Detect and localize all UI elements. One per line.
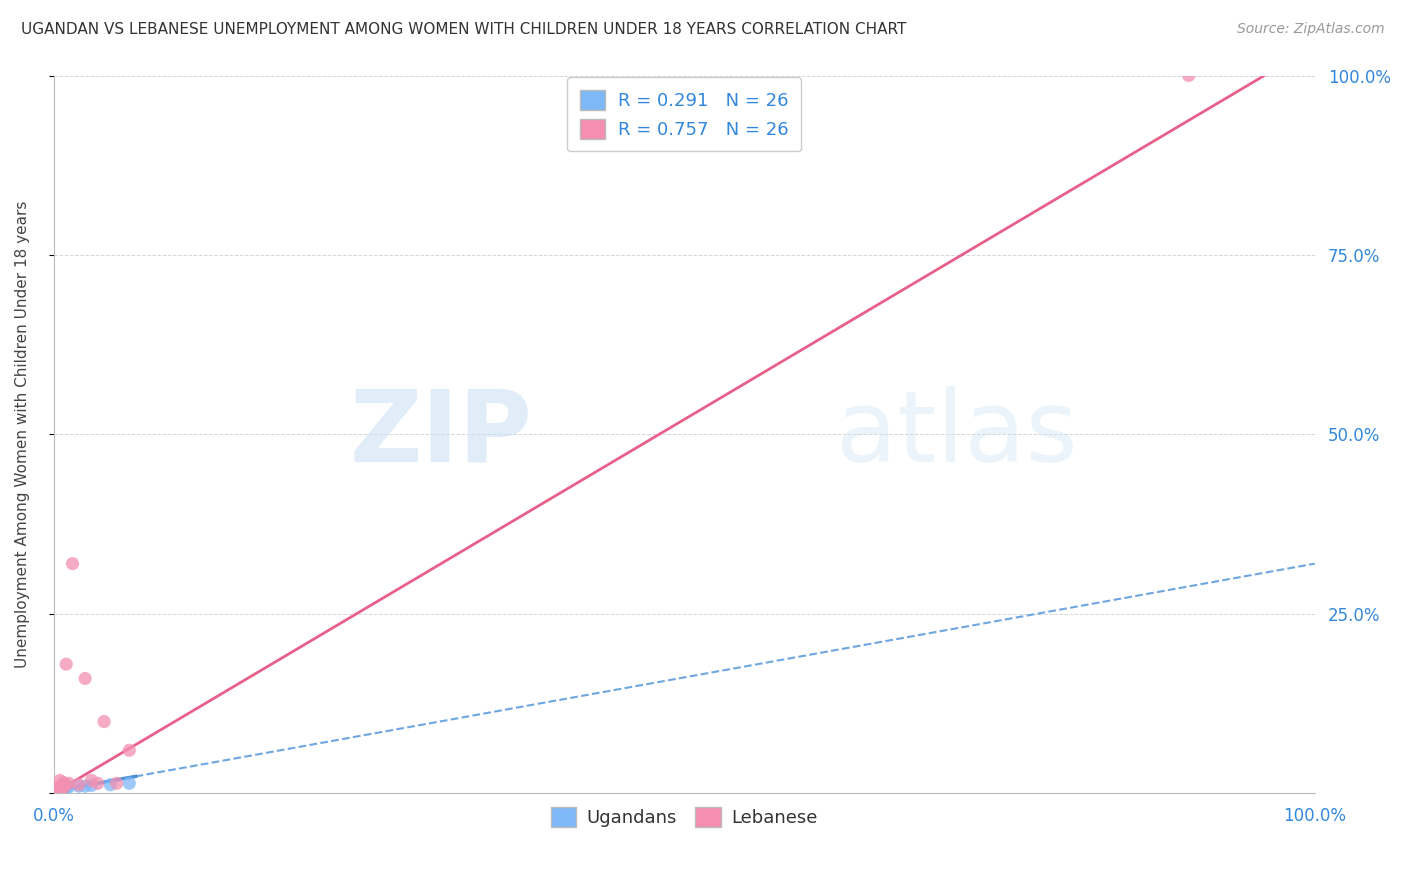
Point — [53, 778, 76, 792]
Point — [44, 785, 66, 799]
Point — [49, 783, 72, 797]
Point — [46, 783, 69, 797]
Point — [51, 780, 73, 795]
Point — [75, 672, 97, 686]
Point — [75, 779, 97, 793]
Point — [52, 782, 75, 797]
Point — [62, 557, 84, 571]
Point — [48, 782, 70, 797]
Point — [118, 743, 141, 757]
Point — [80, 779, 103, 793]
Point — [49, 773, 72, 788]
Point — [55, 780, 77, 794]
Point — [45, 782, 67, 797]
Point — [53, 781, 76, 796]
Point — [80, 773, 103, 788]
Point — [51, 779, 73, 793]
Point — [48, 781, 70, 796]
Point — [52, 775, 75, 789]
Point — [93, 714, 115, 729]
Point — [118, 776, 141, 790]
Point — [51, 780, 73, 795]
Point — [49, 782, 72, 797]
Point — [58, 780, 80, 794]
Point — [48, 780, 70, 795]
Point — [52, 780, 75, 794]
Point — [98, 778, 121, 792]
Point — [51, 778, 73, 792]
Point — [105, 776, 128, 790]
Point — [67, 779, 90, 793]
Y-axis label: Unemployment Among Women with Children Under 18 years: Unemployment Among Women with Children U… — [15, 201, 30, 668]
Point — [44, 784, 66, 798]
Point — [51, 784, 73, 798]
Text: UGANDAN VS LEBANESE UNEMPLOYMENT AMONG WOMEN WITH CHILDREN UNDER 18 YEARS CORREL: UGANDAN VS LEBANESE UNEMPLOYMENT AMONG W… — [21, 22, 907, 37]
Point — [58, 776, 80, 790]
Point — [49, 780, 72, 795]
Point — [49, 782, 72, 797]
Point — [52, 780, 75, 794]
Point — [46, 781, 69, 796]
Point — [67, 778, 90, 792]
Point — [51, 781, 73, 796]
Point — [51, 783, 73, 797]
Point — [45, 784, 67, 798]
Point — [51, 781, 73, 796]
Text: Source: ZipAtlas.com: Source: ZipAtlas.com — [1237, 22, 1385, 37]
Point — [48, 782, 70, 797]
Text: atlas: atlas — [835, 386, 1077, 483]
Point — [46, 782, 69, 797]
Point — [46, 782, 69, 797]
Point — [87, 776, 110, 790]
Legend: Ugandans, Lebanese: Ugandans, Lebanese — [544, 800, 825, 835]
Text: ZIP: ZIP — [350, 386, 533, 483]
Point — [46, 782, 69, 797]
Point — [1177, 69, 1199, 83]
Point — [45, 782, 67, 797]
Point — [51, 782, 73, 797]
Point — [55, 657, 77, 672]
